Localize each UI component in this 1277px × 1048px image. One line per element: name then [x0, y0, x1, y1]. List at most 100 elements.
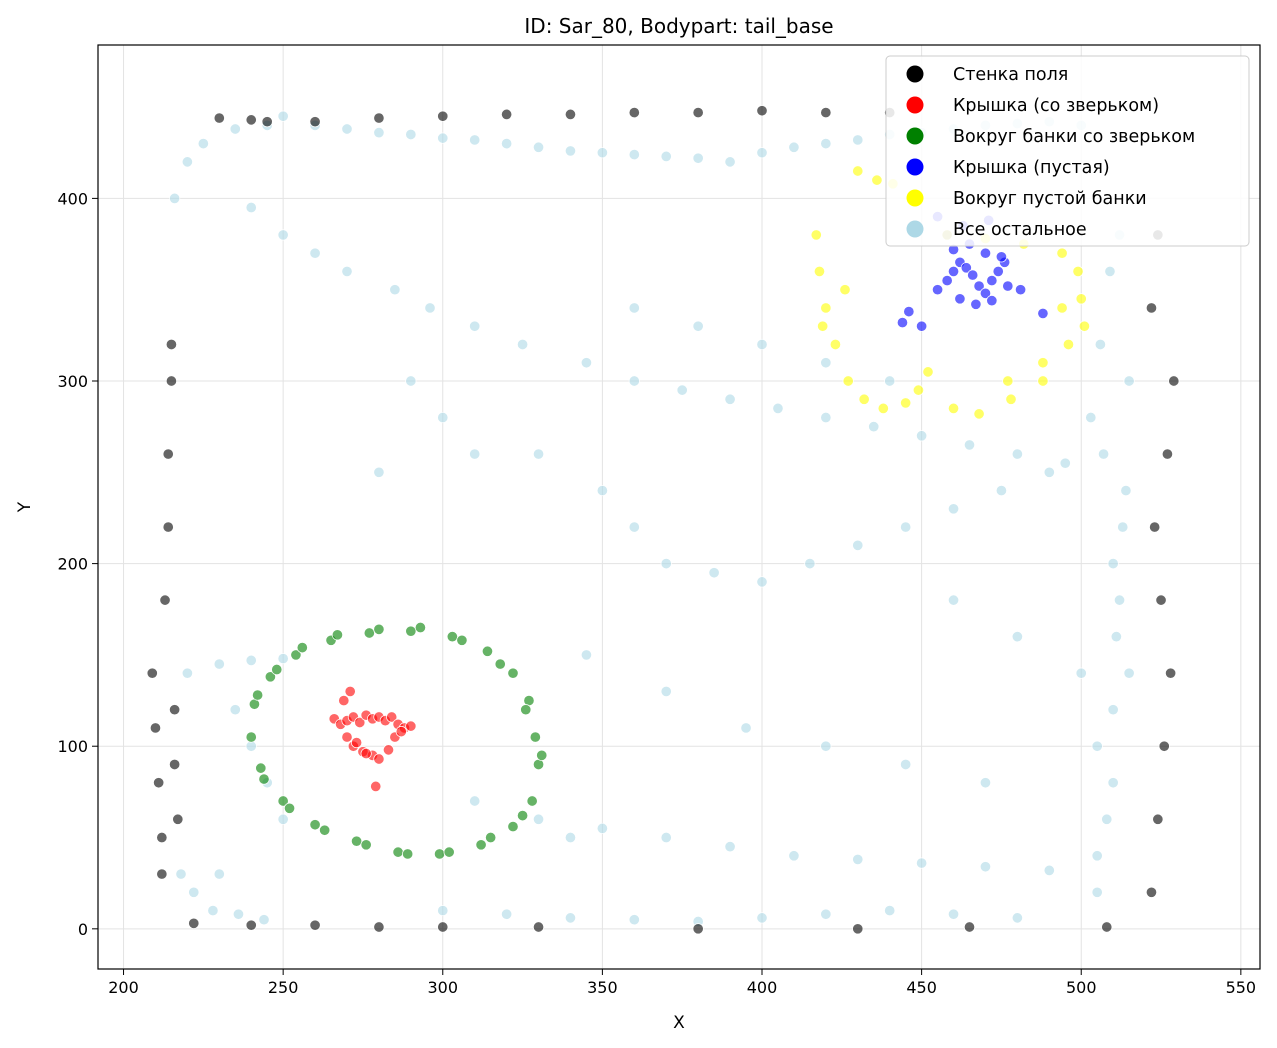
data-point: [564, 108, 577, 120]
data-point: [437, 921, 449, 933]
data-point: [820, 138, 832, 150]
data-point: [386, 711, 398, 723]
data-point: [1085, 411, 1097, 424]
data-point: [817, 320, 829, 332]
data-point: [596, 485, 608, 497]
data-point: [1155, 594, 1167, 606]
data-point: [159, 594, 171, 606]
data-point: [443, 846, 455, 858]
data-point: [1056, 302, 1068, 314]
data-point: [963, 439, 976, 451]
data-point: [740, 722, 752, 734]
data-point: [692, 923, 704, 935]
data-point: [207, 905, 219, 917]
data-point: [756, 105, 768, 117]
data-point: [277, 110, 289, 122]
data-point: [852, 923, 864, 935]
data-points: [146, 105, 1180, 935]
data-point: [1002, 375, 1014, 387]
data-point: [628, 149, 640, 161]
data-point: [536, 749, 548, 761]
data-point: [290, 649, 302, 661]
data-point: [188, 917, 200, 929]
data-point: [402, 848, 414, 860]
data-point: [188, 886, 200, 898]
data-point: [373, 466, 385, 478]
data-point: [947, 503, 960, 515]
data-point: [169, 704, 181, 716]
data-point: [1107, 704, 1119, 716]
data-point: [517, 338, 529, 351]
data-point: [529, 731, 541, 743]
data-point: [970, 298, 982, 310]
data-point: [829, 338, 841, 351]
data-point: [1101, 921, 1113, 933]
data-point: [507, 821, 519, 833]
data-point: [986, 295, 998, 307]
data-point: [181, 156, 193, 168]
data-point: [922, 366, 934, 378]
data-point: [341, 123, 353, 135]
data-point: [309, 116, 321, 128]
axis-ticks: 200 250 300 350 400 450 500 550 0 100 200 300 400: [57, 189, 1256, 997]
data-point: [481, 645, 494, 657]
data-point: [756, 912, 768, 924]
data-point: [979, 861, 992, 873]
data-point: [1158, 740, 1170, 752]
data-point: [437, 905, 449, 917]
data-point: [1062, 338, 1075, 351]
data-point: [660, 558, 672, 570]
data-point: [852, 853, 864, 865]
data-point: [414, 621, 426, 634]
data-point: [469, 448, 481, 460]
data-point: [1075, 667, 1087, 679]
data-point: [229, 123, 241, 135]
data-point: [564, 912, 577, 924]
data-point: [363, 627, 375, 639]
data-point: [169, 758, 181, 771]
data-point: [507, 667, 519, 679]
data-point: [660, 685, 672, 697]
series-points: [328, 685, 417, 792]
data-point: [1091, 850, 1103, 862]
data-point: [852, 165, 864, 177]
data-point: [245, 114, 257, 126]
data-point: [494, 658, 506, 670]
x-tick-label: 300: [427, 978, 458, 997]
x-tick-label: 200: [108, 978, 139, 997]
data-point: [271, 663, 283, 676]
data-point: [877, 402, 889, 414]
data-point: [692, 107, 704, 119]
data-point: [354, 716, 366, 729]
data-point: [1098, 448, 1110, 460]
data-point: [628, 914, 640, 926]
y-tick-label: 100: [57, 737, 88, 756]
data-point: [446, 631, 458, 643]
data-point: [1110, 631, 1122, 643]
data-point: [153, 777, 165, 789]
data-point: [1152, 813, 1164, 825]
data-point: [692, 320, 704, 332]
data-point: [175, 868, 187, 880]
data-point: [341, 731, 353, 743]
data-point: [842, 375, 854, 387]
data-point: [172, 813, 184, 825]
data-point: [973, 408, 985, 420]
data-point: [628, 302, 640, 314]
data-point: [373, 623, 385, 635]
legend-label: Стенка поля: [953, 65, 1068, 85]
data-point: [858, 393, 870, 405]
data-point: [954, 293, 966, 305]
data-point: [1107, 777, 1119, 789]
data-point: [813, 265, 826, 277]
data-point: [252, 689, 264, 701]
data-point: [169, 192, 181, 204]
data-point: [1161, 448, 1173, 460]
data-point: [341, 265, 353, 277]
data-point: [941, 275, 953, 287]
data-point: [1002, 280, 1014, 292]
data-point: [986, 275, 998, 287]
data-point: [900, 758, 912, 771]
data-point: [580, 649, 592, 661]
data-point: [820, 411, 832, 424]
